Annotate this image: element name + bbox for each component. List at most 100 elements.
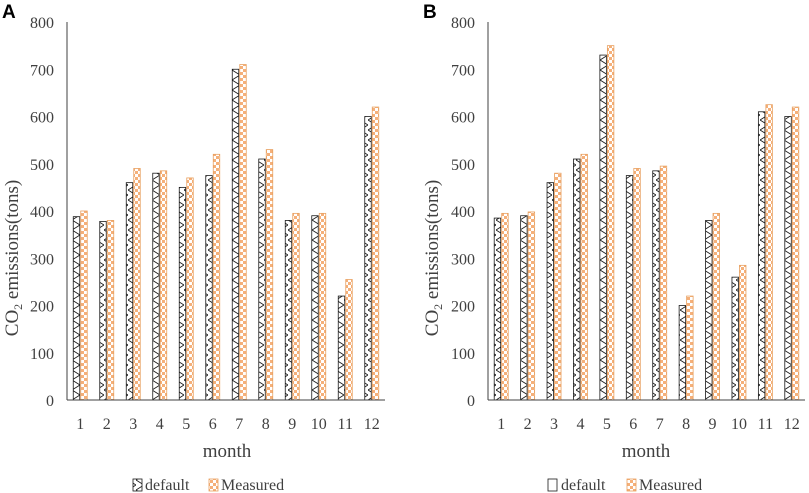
bar-default-hatch: [364, 116, 372, 400]
x-tick-label: 9: [709, 416, 717, 433]
x-tick-label: 10: [311, 416, 327, 433]
bar-default-hatch: [285, 220, 292, 400]
bar-default-hatch: [758, 111, 765, 401]
bars: [72, 64, 380, 401]
bar-measured: [212, 153, 221, 401]
x-tick-label: 4: [156, 416, 164, 433]
bar-measured: [239, 64, 247, 401]
bar-measured: [159, 170, 168, 401]
bar-measured: [501, 212, 509, 401]
bar-measured: [765, 104, 773, 401]
x-tick-label: 6: [629, 416, 637, 433]
y-tick-label: 100: [30, 346, 54, 363]
bar-measured: [292, 212, 300, 401]
legend-swatch-default-hatch: [133, 479, 142, 491]
x-tick-label: 12: [364, 416, 380, 433]
y-tick-label: 800: [451, 15, 475, 32]
bar-measured: [791, 106, 800, 401]
bar-default-hatch: [179, 187, 186, 400]
y-tick-label: 700: [30, 62, 54, 79]
y-tick-label: 400: [30, 204, 54, 221]
x-tick-label: 5: [603, 416, 611, 433]
bar-default-hatch: [705, 220, 713, 400]
bar-measured: [345, 279, 353, 401]
bar-default-hatch: [679, 305, 686, 400]
y-tick-label: 600: [451, 110, 475, 127]
bar-measured: [686, 295, 694, 401]
legend-label-measured: Measured: [639, 477, 702, 493]
x-tick-label: 10: [731, 416, 747, 433]
bar-default-hatch: [205, 175, 213, 400]
panel-label: B: [423, 2, 437, 23]
bars: [493, 45, 800, 401]
x-tick-labels: 1 2 3 4 5 6 7 8 9 10 11 12: [76, 416, 380, 433]
legend: default Measured: [547, 477, 702, 493]
y-tick-label: 600: [30, 110, 54, 127]
y-axis-title: CO2 emissions(tons): [2, 180, 25, 336]
y-tick-label: 500: [451, 157, 475, 174]
x-tick-label: 9: [288, 416, 296, 433]
x-tick-label: 12: [784, 416, 800, 433]
x-tick-labels: 1 2 3 4 5 6 7 8 9 10 11 12: [497, 416, 800, 433]
bar-default-hatch: [652, 170, 660, 400]
bar-measured: [739, 264, 747, 401]
y-tick-label: 400: [451, 204, 475, 221]
bar-default-hatch: [573, 159, 580, 400]
legend-swatch-default: [547, 478, 558, 492]
y-tick-label: 800: [30, 15, 54, 32]
bar-measured: [371, 106, 380, 401]
bar-default-hatch: [784, 116, 792, 400]
x-tick-label: 8: [262, 416, 270, 433]
y-tick-labels: 0 100 200 300 400 500 600 700 800: [451, 15, 475, 410]
y-axis-title: CO2 emissions(tons): [422, 180, 445, 336]
bar-measured: [633, 168, 641, 401]
bar-measured: [186, 177, 194, 401]
bar-default-hatch: [731, 277, 739, 400]
legend: default Measured: [132, 477, 284, 493]
x-tick-label: 8: [682, 416, 690, 433]
panel-label: A: [2, 2, 16, 23]
bar-measured: [318, 212, 327, 401]
bar-default-hatch: [258, 159, 266, 400]
y-tick-label: 700: [451, 62, 475, 79]
bar-default-hatch: [99, 221, 107, 400]
bar-measured: [106, 220, 115, 401]
x-tick-label: 5: [182, 416, 190, 433]
bar-default-hatch: [232, 69, 239, 400]
bar-measured: [265, 149, 274, 401]
x-tick-label: 1: [497, 416, 505, 433]
y-tick-label: 100: [451, 346, 475, 363]
bar-measured: [133, 168, 141, 401]
x-axis-title: month: [622, 441, 671, 462]
legend-label-measured: Measured: [221, 477, 284, 493]
legend-swatch-measured: [626, 478, 637, 492]
bar-default-hatch: [494, 218, 501, 400]
legend-label-default: default: [145, 477, 190, 493]
y-tick-label: 200: [451, 299, 475, 316]
bar-default-hatch: [311, 215, 319, 400]
x-tick-label: 2: [103, 416, 111, 433]
y-tick-label: 0: [46, 393, 54, 410]
y-tick-labels: 0 100 200 300 400 500 600 700 800: [30, 15, 54, 410]
y-tick-label: 300: [451, 251, 475, 268]
x-tick-label: 11: [758, 416, 773, 433]
bar-default-hatch: [547, 182, 554, 400]
x-tick-label: 11: [338, 416, 353, 433]
bar-default-hatch: [520, 215, 528, 400]
y-tick-label: 300: [30, 251, 54, 268]
bar-measured: [712, 212, 720, 401]
bar-measured: [80, 210, 88, 401]
bar-measured: [554, 172, 562, 401]
x-tick-label: 6: [209, 416, 217, 433]
x-tick-label: 4: [576, 416, 584, 433]
bar-default-hatch: [626, 175, 633, 400]
bar-default-hatch: [599, 55, 607, 400]
x-axis-title: month: [203, 441, 252, 462]
y-tick-label: 0: [467, 393, 475, 410]
legend-swatch-measured: [208, 478, 219, 492]
bar-measured: [606, 45, 615, 401]
y-tick-label: 500: [30, 157, 54, 174]
bar-measured: [659, 165, 668, 401]
